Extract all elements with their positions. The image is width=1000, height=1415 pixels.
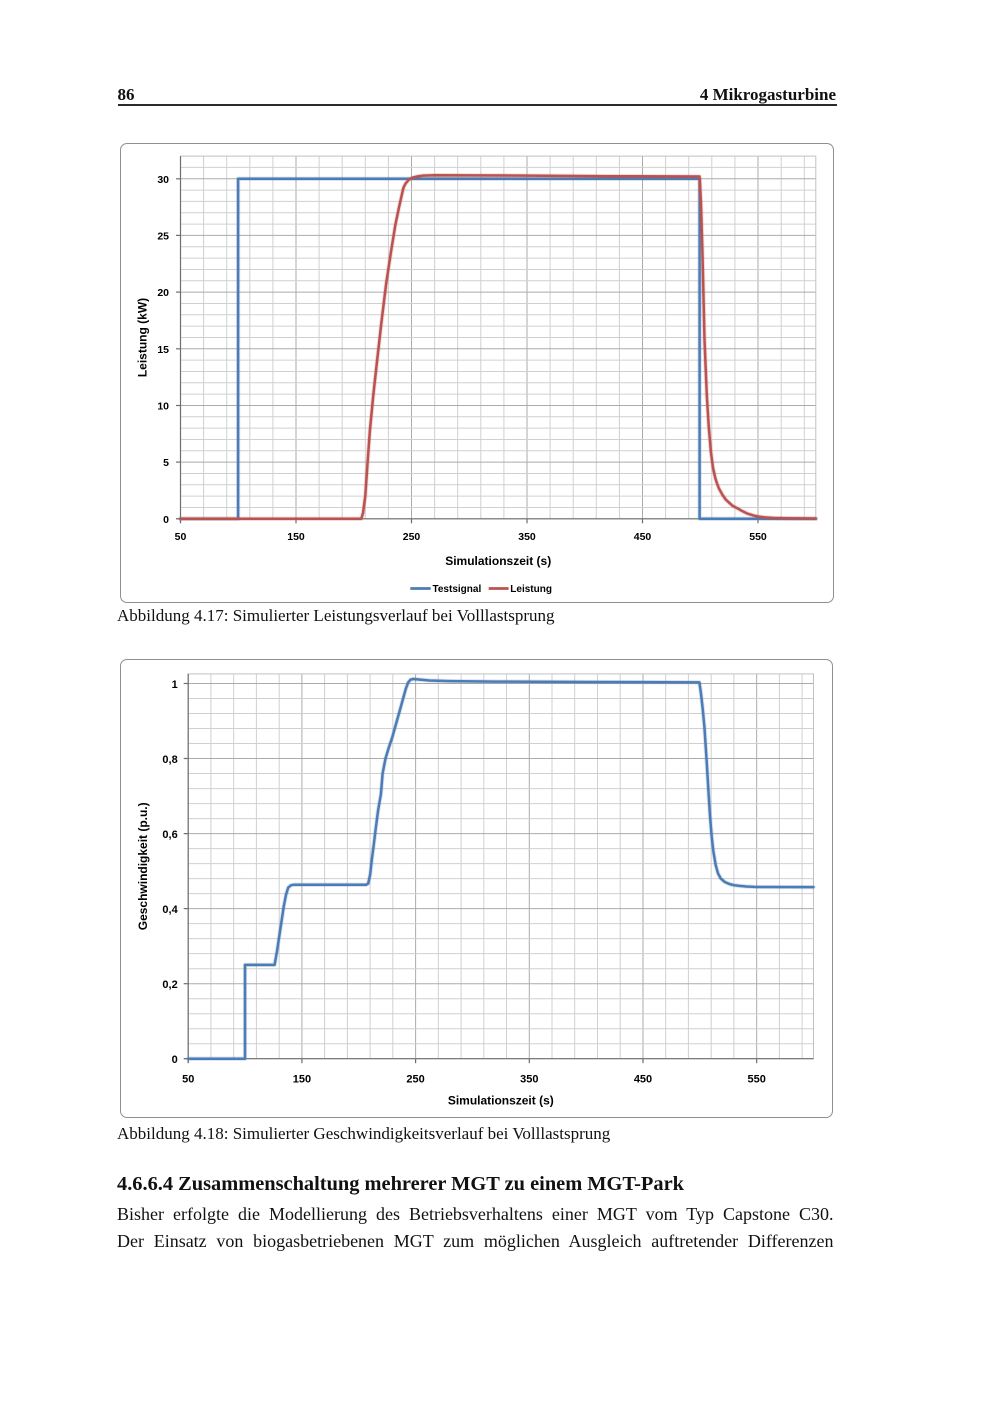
svg-text:550: 550 [749, 530, 767, 542]
svg-text:450: 450 [633, 1073, 651, 1085]
svg-text:150: 150 [287, 530, 305, 542]
svg-text:0,6: 0,6 [162, 829, 177, 841]
svg-text:450: 450 [633, 530, 651, 542]
svg-text:Leistung: Leistung [510, 584, 552, 595]
svg-text:Testsignal: Testsignal [432, 584, 481, 595]
svg-text:0,2: 0,2 [162, 979, 177, 991]
svg-text:50: 50 [182, 1073, 194, 1085]
svg-text:0: 0 [163, 513, 169, 525]
svg-text:550: 550 [747, 1073, 765, 1085]
svg-text:350: 350 [520, 1073, 538, 1085]
svg-text:25: 25 [157, 230, 169, 242]
svg-text:5: 5 [163, 457, 169, 469]
svg-text:350: 350 [518, 530, 536, 542]
svg-text:0,8: 0,8 [162, 754, 177, 766]
svg-text:Simulationszeit (s): Simulationszeit (s) [447, 1093, 553, 1107]
svg-text:Simulationszeit (s): Simulationszeit (s) [445, 554, 551, 568]
svg-text:20: 20 [157, 287, 169, 299]
svg-text:250: 250 [406, 1073, 424, 1085]
svg-text:1: 1 [171, 679, 177, 691]
svg-text:250: 250 [402, 530, 420, 542]
svg-text:30: 30 [157, 173, 169, 185]
svg-text:50: 50 [174, 530, 186, 542]
svg-text:Geschwindigkeit (p.u.): Geschwindigkeit (p.u.) [136, 802, 150, 930]
svg-text:0,4: 0,4 [162, 904, 178, 916]
svg-text:150: 150 [292, 1073, 310, 1085]
svg-text:0: 0 [171, 1054, 177, 1066]
svg-text:15: 15 [157, 343, 169, 355]
svg-text:Leistung (kW): Leistung (kW) [135, 297, 149, 376]
svg-text:10: 10 [157, 400, 169, 412]
